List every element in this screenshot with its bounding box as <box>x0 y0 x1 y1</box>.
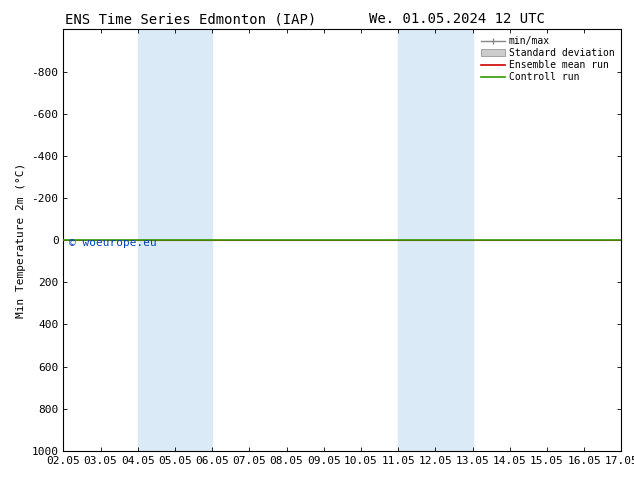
Text: ENS Time Series Edmonton (IAP): ENS Time Series Edmonton (IAP) <box>65 12 316 26</box>
Text: © woeurope.eu: © woeurope.eu <box>69 238 157 248</box>
Bar <box>138 29 212 451</box>
Legend: min/max, Standard deviation, Ensemble mean run, Controll run: min/max, Standard deviation, Ensemble me… <box>479 34 616 84</box>
Y-axis label: Min Temperature 2m (°C): Min Temperature 2m (°C) <box>16 163 26 318</box>
Text: We. 01.05.2024 12 UTC: We. 01.05.2024 12 UTC <box>368 12 545 26</box>
Bar <box>398 29 472 451</box>
